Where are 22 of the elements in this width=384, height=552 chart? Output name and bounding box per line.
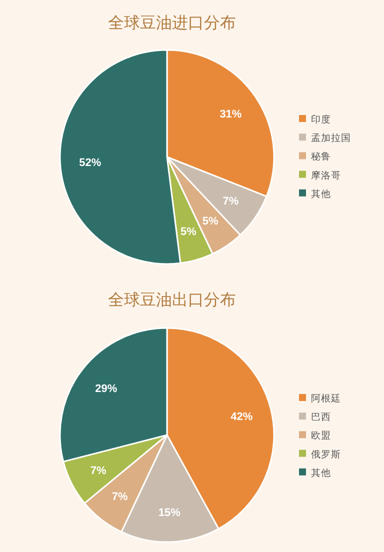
data-label: 15% [158,507,181,519]
legend-label: 其他 [311,188,331,200]
data-label: 5% [180,226,197,238]
data-label: 7% [222,195,239,208]
data-label: 5% [202,216,218,228]
data-label: 52% [79,156,102,169]
legend-label: 印度 [311,114,331,126]
legend-label: 孟加拉国 [311,132,351,144]
chart-title: 全球豆油进口分布 [108,14,236,32]
legend-label: 秘鲁 [311,150,331,163]
legend-label: 阿根廷 [311,392,341,404]
legend-label: 俄罗斯 [311,448,341,460]
data-label: 7% [90,464,107,477]
legend-label: 其他 [311,466,331,479]
chart-title: 全球豆油出口分布 [108,291,236,309]
legend-label: 欧盟 [311,430,331,442]
data-label: 7% [112,490,128,503]
legend-label: 巴西 [311,412,331,424]
data-label: 42% [230,410,253,423]
data-label: 31% [220,108,242,121]
legend-label: 摩洛哥 [311,169,341,182]
data-label: 29% [95,382,118,395]
